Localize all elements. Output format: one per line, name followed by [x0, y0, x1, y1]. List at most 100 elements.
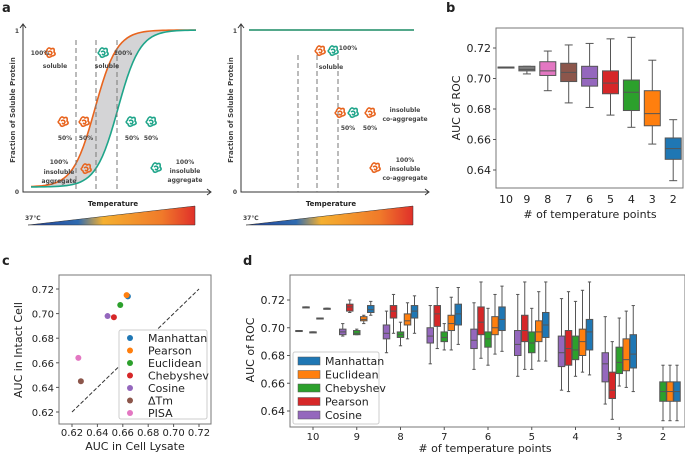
box-3 — [643, 59, 661, 145]
x-tick-label: 6 — [485, 432, 491, 443]
legend: ManhattanPearsonEuclideanChebyshevCosine… — [118, 329, 209, 420]
legend-marker — [127, 335, 133, 341]
legend-swatch — [297, 383, 321, 393]
x-axis-label: Temperature — [88, 200, 139, 208]
box-Manhattan-5 — [542, 281, 550, 362]
box-Chebyshev-10 — [309, 331, 317, 334]
box-Chebyshev-6 — [484, 307, 492, 366]
x-tick-label: 5 — [529, 432, 535, 443]
diagram-a: 1 0 Fraction of Soluble Protein Temperature… — [9, 23, 430, 226]
soluble-protein-icon — [327, 45, 339, 57]
box — [539, 61, 557, 76]
x-tick-label: 9 — [523, 193, 530, 206]
legend-swatch — [297, 370, 321, 379]
aggregate-icon — [80, 163, 92, 175]
chart-b: 0.64 0.66 0.68 0.70 0.72 10 9 8 7 6 5 4 3 2 # of tempe… — [450, 27, 684, 221]
label: aggregate — [42, 178, 77, 185]
panel-label-c: c — [2, 254, 10, 269]
label: 100% — [50, 159, 69, 166]
box-Chebyshev-9 — [353, 328, 361, 336]
legend-label: Cosine — [148, 382, 185, 395]
box — [615, 346, 623, 375]
x-tick-label: 7 — [441, 432, 447, 443]
box — [528, 331, 536, 354]
box — [484, 331, 492, 348]
b-plot-area — [495, 27, 684, 189]
y-axis-label: AUC of ROC — [244, 317, 257, 382]
coaggregate-icon — [369, 162, 381, 174]
x-tick-label: 10 — [499, 193, 513, 206]
box — [410, 305, 419, 319]
label: aggregate — [168, 177, 203, 184]
box — [578, 328, 587, 357]
y-axis-label: Fraction of Soluble Protein — [9, 57, 17, 163]
label: 100% — [31, 50, 50, 57]
legend-label: Chebyshev — [325, 382, 386, 395]
legend-swatch — [297, 410, 321, 420]
box-Manhattan-3 — [629, 305, 637, 393]
legend-label: Euclidean — [325, 369, 379, 382]
legend-label: ΔTm — [148, 395, 173, 408]
arrow-icon — [237, 23, 430, 196]
y-tick-label: 0.64 — [261, 405, 286, 418]
box-9 — [518, 65, 536, 75]
x-tick-label: 3 — [616, 432, 622, 443]
x-tick-label: 4 — [572, 432, 578, 443]
label: co-aggregate — [382, 116, 427, 123]
box-Cosine-10 — [295, 330, 303, 333]
lysate-curve — [30, 29, 197, 188]
box-6 — [581, 42, 599, 108]
box — [571, 335, 580, 361]
box — [622, 338, 630, 372]
shaded-difference — [31, 30, 196, 187]
legend-marker — [127, 372, 133, 379]
soluble-protein-icon — [347, 107, 359, 119]
point-Cosine — [104, 313, 111, 320]
box-Pearson-10 — [302, 306, 310, 309]
label: soluble — [319, 64, 343, 71]
box-Euclidean-7 — [447, 296, 455, 351]
y-tick-label: 0.66 — [261, 377, 286, 390]
box-Cosine-3 — [601, 316, 609, 405]
label: 50% — [363, 125, 377, 132]
legend-label: PISA — [148, 407, 173, 420]
box — [470, 328, 478, 350]
box — [433, 305, 441, 327]
box-Pearson-8 — [389, 293, 398, 334]
x-axis-label: AUC in Cell Lysate — [85, 440, 185, 453]
x-axis-label: Temperature — [306, 200, 357, 208]
x-tick-label: 0.72 — [188, 428, 210, 439]
box — [367, 305, 375, 313]
y-tick-label: 0.72 — [261, 294, 286, 307]
box — [491, 316, 499, 336]
box-Manhattan-4 — [585, 281, 594, 376]
box-4 — [622, 36, 640, 128]
x-tick-label: 8 — [544, 193, 551, 206]
box-Chebyshev-3 — [615, 317, 623, 387]
label: 50% — [341, 125, 355, 132]
y-bottom-label: 0 — [15, 189, 19, 196]
box — [360, 316, 368, 322]
box-Cosine-4 — [557, 298, 566, 391]
legend-label: Manhattan — [325, 355, 384, 368]
y-tick-label: 0.70 — [467, 73, 492, 86]
diagonal-line — [71, 288, 200, 413]
axes — [240, 25, 428, 193]
x-tick-label: 6 — [586, 193, 593, 206]
temperature-gradient — [245, 205, 414, 226]
box-2 — [664, 119, 682, 182]
y-tick-label: 0.66 — [32, 359, 54, 370]
box-Cosine-7 — [426, 305, 434, 365]
box — [581, 65, 599, 87]
panel-label-a: a — [2, 1, 11, 16]
label: 50% — [125, 135, 139, 142]
soluble-protein-icon — [97, 47, 109, 59]
label: insoluble — [390, 166, 421, 173]
coaggregate-icon — [364, 107, 376, 119]
box-Euclidean-8 — [403, 302, 412, 340]
soluble-protein-icon — [334, 107, 346, 119]
box-Chebyshev-5 — [528, 307, 536, 370]
box-Manhattan-7 — [454, 287, 462, 345]
box-10 — [497, 66, 515, 69]
